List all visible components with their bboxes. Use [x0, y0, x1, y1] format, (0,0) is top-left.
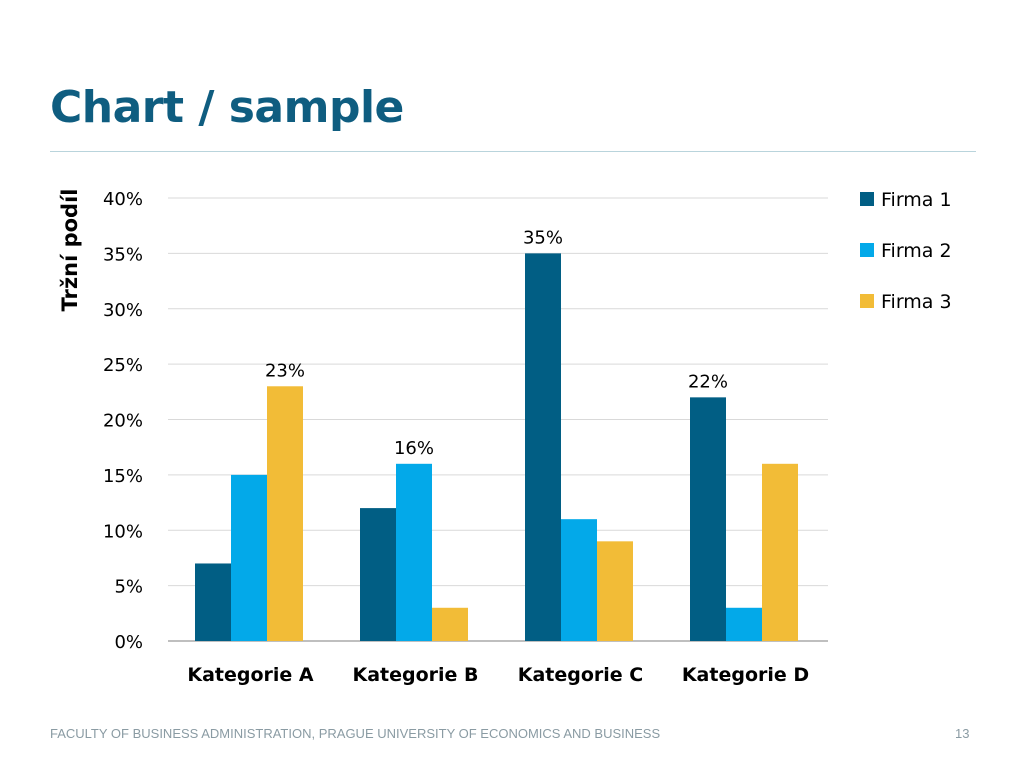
legend-label: Firma 1	[881, 189, 952, 211]
title-divider	[50, 151, 976, 152]
legend-swatch	[860, 243, 874, 257]
x-tick-label: Kategorie B	[352, 664, 478, 686]
y-axis-ticks: 0% 5% 10% 15% 20% 25% 30% 35% 40%	[103, 189, 143, 653]
footer-text: FACULTY OF BUSINESS ADMINISTRATION, PRAG…	[50, 726, 661, 741]
x-tick-label: Kategorie A	[187, 664, 314, 686]
data-label: 16%	[394, 438, 434, 459]
data-label: 35%	[523, 227, 563, 248]
bar	[597, 541, 633, 641]
x-axis-categories: Kategorie A Kategorie B Kategorie C Kategor…	[187, 664, 809, 686]
bar	[396, 463, 432, 641]
data-label: 22%	[688, 371, 728, 392]
data-labels: 23% 16% 35% 22%	[265, 227, 728, 458]
bar	[561, 519, 597, 641]
bars	[195, 253, 798, 641]
bar	[726, 607, 762, 641]
legend-swatch	[860, 192, 874, 206]
y-tick-label: 25%	[103, 355, 143, 376]
bar	[231, 474, 267, 641]
y-tick-label: 5%	[114, 577, 143, 598]
bar	[432, 607, 468, 641]
y-tick-label: 10%	[103, 521, 143, 542]
bar	[525, 253, 561, 641]
y-tick-label: 15%	[103, 466, 143, 487]
y-tick-label: 0%	[114, 632, 143, 653]
data-label: 23%	[265, 360, 305, 381]
y-tick-label: 40%	[103, 189, 143, 210]
y-tick-label: 20%	[103, 411, 143, 432]
legend-swatch	[860, 294, 874, 308]
legend: Firma 1 Firma 2 Firma 3	[860, 189, 952, 313]
bar	[762, 463, 798, 641]
legend-label: Firma 3	[881, 291, 952, 313]
x-tick-label: Kategorie D	[682, 664, 809, 686]
x-tick-label: Kategorie C	[518, 664, 644, 686]
page-number: 13	[955, 726, 970, 741]
bar	[267, 386, 303, 641]
y-axis-label: Tržní podíl	[58, 189, 82, 312]
bar	[195, 563, 231, 641]
y-tick-label: 35%	[103, 244, 143, 265]
y-tick-label: 30%	[103, 300, 143, 321]
slide-title: Chart / sample	[50, 82, 404, 133]
bar	[360, 508, 396, 641]
bar	[690, 397, 726, 641]
legend-label: Firma 2	[881, 240, 952, 262]
